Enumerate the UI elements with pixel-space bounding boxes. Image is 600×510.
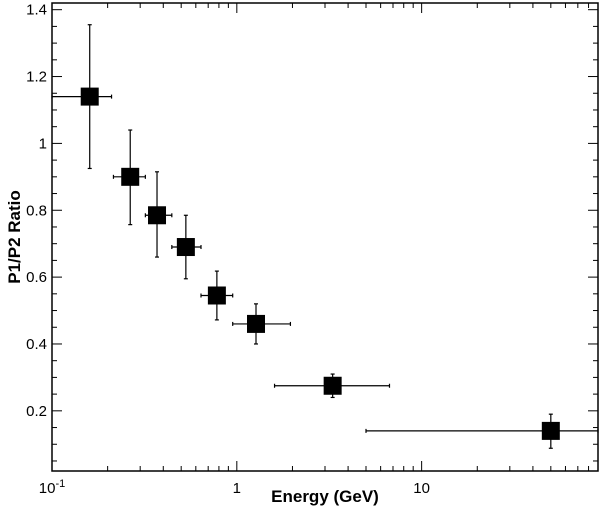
y-tick-label: 0.8 (26, 202, 47, 219)
x-axis-ticks (51, 3, 599, 471)
x-tick-label: 1 (233, 480, 241, 497)
x-axis-tick-labels: 10-1 1 10 (39, 478, 430, 497)
square-marker (541, 421, 560, 440)
y-axis-title: P1/P2 Ratio (5, 190, 24, 284)
y-tick-label: 1.2 (26, 69, 47, 86)
y-axis-ticks (52, 9, 598, 462)
data-point (51, 24, 113, 170)
square-marker (148, 206, 167, 225)
x-axis-title: Energy (GeV) (271, 487, 379, 506)
data-point (273, 373, 391, 399)
data-point (171, 214, 202, 280)
data-point (232, 303, 292, 345)
y-tick-label: 1.4 (26, 2, 47, 19)
x-tick-label: 10-1 (39, 478, 65, 497)
data-point (112, 129, 146, 226)
data-point (365, 413, 599, 449)
square-marker (80, 87, 99, 106)
square-marker (207, 286, 226, 305)
y-tick-label: 0.2 (26, 403, 47, 420)
y-tick-label: 0.4 (26, 336, 47, 353)
y-axis-tick-labels: 0.2 0.4 0.6 0.8 1 1.2 1.4 (26, 2, 47, 420)
square-marker (176, 238, 195, 257)
data-point (200, 270, 234, 321)
square-marker (323, 376, 342, 395)
square-marker (121, 167, 140, 186)
data-point (144, 171, 173, 258)
y-tick-label: 0.6 (26, 269, 47, 286)
y-tick-label: 1 (39, 135, 47, 152)
plot-frame (51, 2, 599, 472)
x-tick-label: 10 (413, 480, 430, 497)
data-points (51, 24, 599, 449)
square-marker (247, 314, 266, 333)
